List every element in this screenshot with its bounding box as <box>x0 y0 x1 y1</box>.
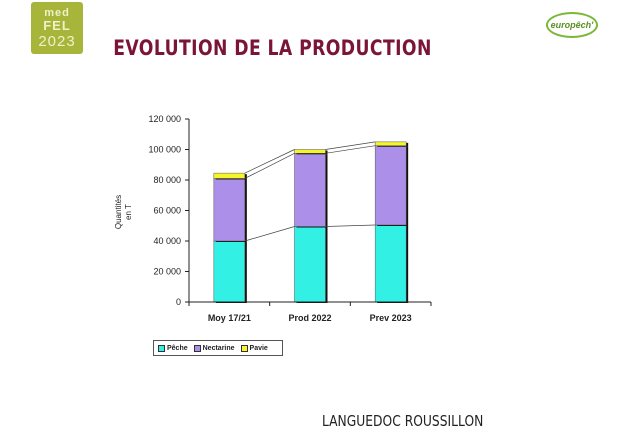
series-connector-line <box>325 141 376 150</box>
series-connector-line <box>244 153 295 179</box>
y-tick-label: 80 000 <box>153 175 181 185</box>
y-tick-label: 20 000 <box>153 267 181 277</box>
legend-swatch <box>158 344 165 352</box>
x-tick-label: Prev 2023 <box>370 313 412 323</box>
medfel-logo-line1: med <box>44 6 70 19</box>
legend-swatch <box>193 344 201 352</box>
y-tick-label: 60 000 <box>153 206 181 216</box>
bar-segment-pavie <box>213 172 246 179</box>
legend-label: Nectarine <box>202 344 235 352</box>
legend-label: Pêche <box>167 344 188 352</box>
series-connector-line <box>325 224 376 227</box>
series-connector-line <box>325 145 376 154</box>
legend-item-nectarine: Nectarine <box>193 344 235 352</box>
series-connector-line <box>244 149 295 174</box>
y-tick-label: 40 000 <box>153 236 181 246</box>
plot-area: 120 000 100 000 80 000 60 000 40 000 20 000 0 Q… <box>114 114 432 323</box>
bar-segment-pêche <box>213 240 246 303</box>
chart-legend: Pêche Nectarine Pavie <box>153 340 283 356</box>
y-axis-label-line2: en T <box>124 204 133 220</box>
legend-item-pêche: Pêche <box>158 344 188 352</box>
bar-segment-nectarine <box>294 153 326 227</box>
y-tick-label: 100 000 <box>148 145 181 155</box>
legend-swatch <box>240 344 248 352</box>
legend-item-pavie: Pavie <box>240 344 268 352</box>
medfel-logo-line2: FEL <box>43 17 71 33</box>
legend-label: Pavie <box>249 344 268 352</box>
bar-segment-pêche <box>374 224 407 303</box>
europech-logo-text: europêch' <box>550 20 594 30</box>
bar-segment-nectarine <box>374 145 407 226</box>
bar-segment-nectarine <box>213 178 246 242</box>
region-footer: LANGUEDOC ROUSSILLON <box>322 412 484 430</box>
page-title: EVOLUTION DE LA PRODUCTION <box>113 36 432 60</box>
bar-segment-pêche <box>294 226 326 303</box>
series-connector-line <box>244 226 295 242</box>
y-tick-label: 120 000 <box>148 114 181 124</box>
medfel-logo: med FEL 2023 <box>31 2 83 54</box>
medfel-logo-line3: 2023 <box>38 32 76 50</box>
bar-segment-pavie <box>294 149 326 154</box>
y-axis-label-line1: Quantités <box>114 195 123 229</box>
bar-segment-pavie <box>374 141 407 146</box>
europech-logo: europêch' <box>546 12 598 38</box>
x-tick-label: Prod 2022 <box>288 313 331 323</box>
y-tick-label: 0 <box>176 297 181 307</box>
x-tick-label: Moy 17/21 <box>208 313 251 323</box>
